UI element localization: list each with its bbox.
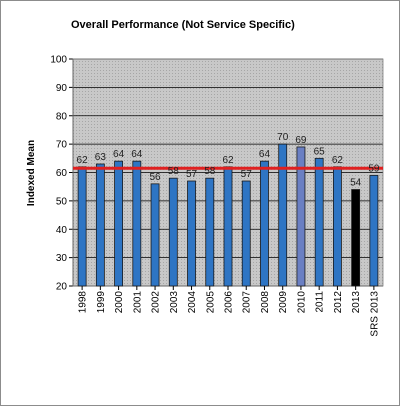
- y-tick-label: 90: [56, 83, 68, 94]
- x-tick-label: 2005: [205, 291, 216, 314]
- data-label: 58: [168, 166, 180, 177]
- y-tick-label: 80: [56, 111, 68, 122]
- chart-title: Overall Performance (Not Service Specifi…: [71, 19, 295, 31]
- bar: [332, 166, 342, 287]
- data-label: 63: [95, 152, 107, 163]
- x-tick-label: 2002: [151, 291, 162, 314]
- bar: [205, 177, 215, 287]
- x-tick-label: 2007: [242, 291, 253, 314]
- x-tick-label: 1998: [78, 291, 89, 314]
- data-label: 64: [131, 149, 143, 160]
- y-tick-label: 100: [50, 55, 67, 66]
- x-tick-label: 2006: [224, 291, 235, 314]
- data-label: 56: [149, 172, 161, 183]
- y-tick-label: 60: [56, 168, 68, 179]
- x-tick-label: 2003: [169, 291, 180, 314]
- data-label: 70: [277, 132, 289, 143]
- x-tick-label: 2011: [315, 291, 326, 313]
- y-axis-label: Indexed Mean: [26, 140, 37, 206]
- bar: [95, 163, 105, 287]
- data-label: 58: [204, 166, 216, 177]
- plot-area: 20 30 40 50 60 70 80 90 100 1998 1999 2000 2001 2002 2…: [50, 55, 384, 337]
- x-tick-label: 2001: [132, 291, 143, 314]
- x-tick-label: 2004: [187, 291, 198, 314]
- y-tick-label: 40: [56, 225, 68, 236]
- data-label: 57: [186, 169, 198, 180]
- x-tick-label: 2012: [333, 291, 344, 314]
- data-label: 69: [295, 135, 307, 146]
- bar: [132, 160, 142, 287]
- x-tick-label: SRS 2013: [369, 291, 380, 337]
- x-tick-label: 1999: [96, 291, 107, 314]
- bar: [168, 177, 178, 287]
- bar: [278, 143, 288, 287]
- bar: [351, 189, 361, 287]
- data-label: 65: [314, 146, 326, 157]
- x-tick-label: 2010: [296, 291, 307, 314]
- x-tick-label: 2009: [278, 291, 289, 314]
- data-label: 59: [368, 163, 380, 174]
- y-tick-label: 20: [56, 282, 68, 293]
- y-tick-label: 70: [56, 140, 68, 151]
- x-tick-label: 2013: [351, 291, 362, 314]
- bar: [369, 174, 379, 287]
- bar: [187, 180, 196, 287]
- bar: [314, 157, 324, 287]
- bar: [150, 183, 160, 287]
- bar: [241, 180, 251, 287]
- data-label: 62: [332, 155, 344, 166]
- data-label: 62: [222, 155, 234, 166]
- x-tick-label: 2000: [114, 291, 125, 314]
- bar: [260, 160, 269, 287]
- data-label: 62: [77, 155, 89, 166]
- y-tick-label: 30: [56, 253, 68, 264]
- x-tick-label: 2008: [260, 291, 271, 314]
- data-label: 64: [259, 149, 271, 160]
- data-label: 54: [350, 178, 362, 189]
- bar: [77, 166, 87, 287]
- y-tick-label: 50: [56, 196, 68, 207]
- data-label: 64: [113, 149, 125, 160]
- bar: [223, 166, 233, 287]
- data-label: 57: [241, 169, 253, 180]
- bar: [114, 160, 123, 287]
